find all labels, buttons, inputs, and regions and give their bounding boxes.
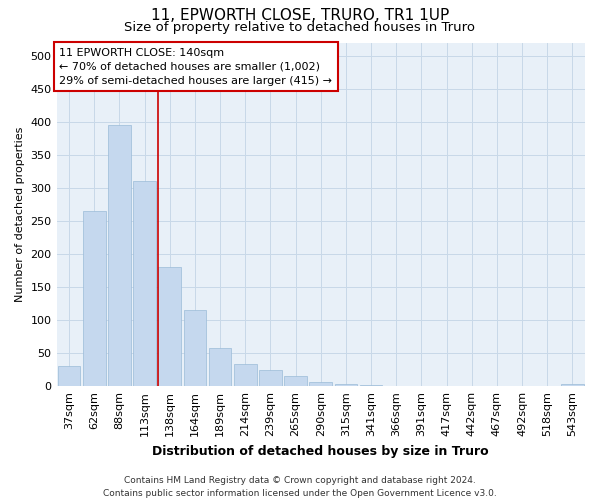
Bar bbox=[284, 376, 307, 386]
Bar bbox=[561, 384, 584, 386]
Bar bbox=[335, 384, 357, 386]
Bar bbox=[360, 385, 382, 386]
Text: 11 EPWORTH CLOSE: 140sqm
← 70% of detached houses are smaller (1,002)
29% of sem: 11 EPWORTH CLOSE: 140sqm ← 70% of detach… bbox=[59, 48, 332, 86]
Bar bbox=[184, 310, 206, 386]
Bar bbox=[310, 382, 332, 386]
X-axis label: Distribution of detached houses by size in Truro: Distribution of detached houses by size … bbox=[152, 444, 489, 458]
Y-axis label: Number of detached properties: Number of detached properties bbox=[15, 126, 25, 302]
Bar bbox=[58, 366, 80, 386]
Text: Contains HM Land Registry data © Crown copyright and database right 2024.
Contai: Contains HM Land Registry data © Crown c… bbox=[103, 476, 497, 498]
Text: 11, EPWORTH CLOSE, TRURO, TR1 1UP: 11, EPWORTH CLOSE, TRURO, TR1 1UP bbox=[151, 8, 449, 22]
Bar bbox=[83, 211, 106, 386]
Bar bbox=[259, 370, 282, 386]
Bar bbox=[234, 364, 257, 386]
Bar bbox=[108, 125, 131, 386]
Bar bbox=[158, 267, 181, 386]
Text: Size of property relative to detached houses in Truro: Size of property relative to detached ho… bbox=[125, 21, 476, 34]
Bar bbox=[133, 182, 156, 386]
Bar bbox=[209, 348, 232, 386]
